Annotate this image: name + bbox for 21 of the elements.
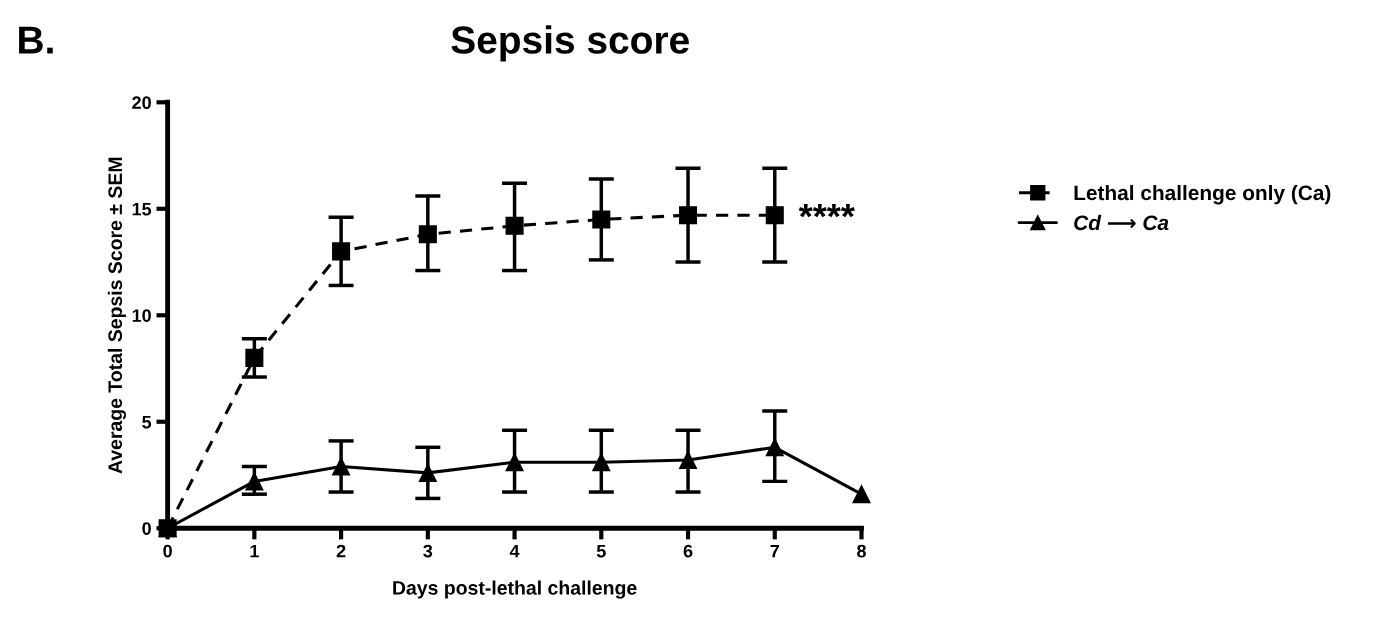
chart-title: Sepsis score [451, 25, 689, 62]
annotation: **** [798, 203, 855, 218]
y-tick-label: 10 [132, 309, 151, 322]
y-tick-label: 20 [132, 96, 151, 110]
y-tick-label: 5 [142, 415, 152, 429]
x-tick-label: 4 [509, 544, 520, 558]
text: B. [19, 26, 53, 54]
x-tick-label: 1 [250, 544, 259, 558]
y-tick-label: 0 [142, 522, 151, 535]
x-axis-title: Days post-lethal challenge [393, 580, 637, 599]
x-tick-label: 8 [857, 544, 866, 558]
x-tick-label: 7 [770, 544, 779, 558]
legend-label: Lethal challenge only (Ca) [1074, 184, 1331, 205]
x-tick-label: 3 [423, 544, 433, 558]
x-tick-label: 6 [683, 544, 693, 558]
legend-label: Cd ⟶ Ca [1074, 214, 1169, 231]
y-tick-label: 15 [132, 202, 152, 216]
x-tick-label: 5 [596, 544, 606, 558]
x-tick-label: 2 [336, 544, 346, 558]
y-axis-title: Average Total Sepsis Score ± SEM [107, 157, 127, 474]
x-tick-label: 0 [163, 544, 172, 558]
